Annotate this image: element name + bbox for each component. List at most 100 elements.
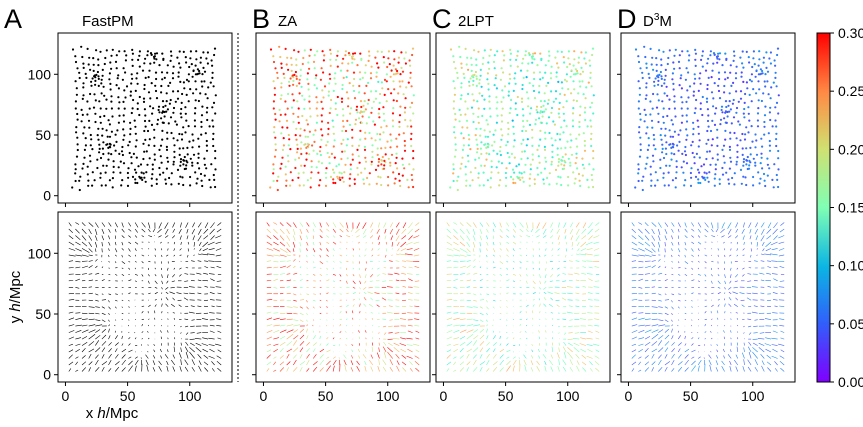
particle-point [408,163,411,166]
displacement-vector [506,365,511,372]
displacement-vector [579,343,587,346]
displacement-vector [299,361,306,366]
displacement-vector [506,241,510,245]
particle-point [348,123,352,126]
particle-point [752,88,755,91]
displacement-vector [286,241,290,247]
particle-point [380,81,383,84]
displacement-vector [543,291,547,295]
particle-point [550,90,553,93]
particle-point [135,156,138,159]
displacement-vector [486,306,489,310]
displacement-vector [346,337,348,340]
displacement-vector [499,348,505,353]
particle-point [294,70,297,74]
particle-point [514,72,517,75]
particle-point [351,144,354,147]
particle-point [100,92,103,95]
axes-frame [57,211,233,383]
particle-point [700,58,703,62]
displacement-vector [68,222,72,227]
displacement-vector [210,266,215,269]
displacement-vector [569,366,573,372]
displacement-vector [486,324,489,327]
particle-point [739,168,743,171]
displacement-vector [691,254,694,257]
panel-b-displacements: 0 50 100 [252,211,431,404]
particle-point [297,176,300,179]
displacement-vector [306,248,308,252]
displacement-vector [108,368,112,372]
displacement-vector [346,304,349,307]
particle-point [768,139,771,143]
displacement-vector [563,341,567,346]
particle-point [411,178,414,181]
displacement-vector [173,342,176,346]
particle-point [97,127,100,130]
particle-point [282,144,285,147]
particle-point [770,86,773,89]
particle-point [90,80,93,83]
displacement-vector [371,318,374,320]
particle-point [689,171,693,175]
particle-point [75,87,78,90]
particle-point [685,100,688,103]
particle-point [88,107,91,110]
displacement-vector [141,331,144,333]
displacement-vector [382,273,387,275]
displacement-vector [319,228,323,233]
particle-point [768,167,771,170]
displacement-vector [189,342,195,346]
particle-point [308,67,311,70]
particle-point [140,171,143,174]
displacement-vector [101,228,105,235]
particle-point [752,57,755,60]
displacement-vector [766,361,772,366]
displacement-vector [644,265,651,269]
particle-point [565,80,568,83]
particle-point [128,140,131,143]
displacement-vector [446,299,453,301]
axes-frame [435,211,611,383]
displacement-vector [761,365,765,372]
particle-point [346,119,349,122]
particle-point [363,100,366,103]
particle-point [582,93,585,96]
displacement-vector [128,337,131,340]
particle-point [329,48,332,52]
particle-point [390,139,393,142]
particle-point [752,175,755,179]
particle-point [536,173,540,176]
particle-point [556,132,559,136]
displacement-vector [486,328,488,333]
particle-point [377,160,380,163]
displacement-vector [286,367,289,372]
particle-point [295,75,298,78]
displacement-vector [88,248,93,253]
particle-point [659,158,662,161]
displacement-vector [753,305,758,307]
particle-point [339,178,342,181]
particle-point [180,138,184,141]
particle-point [305,119,308,122]
particle-point [682,160,685,163]
particle-point [408,59,411,62]
particle-point [563,119,566,122]
displacement-vector [293,248,295,252]
particle-point [712,105,715,108]
particle-point [412,149,415,153]
displacement-vector [101,222,106,227]
displacement-vector [312,254,315,257]
displacement-vector [306,368,310,372]
particle-point [590,101,594,104]
displacement-vector [747,359,752,366]
displacement-vector [453,337,460,340]
particle-point [758,50,761,53]
displacement-vector [778,254,785,257]
displacement-vector [780,367,785,372]
particle-point [507,127,510,130]
displacement-vector [363,291,367,295]
displacement-vector [747,273,752,275]
particle-point [490,165,493,168]
